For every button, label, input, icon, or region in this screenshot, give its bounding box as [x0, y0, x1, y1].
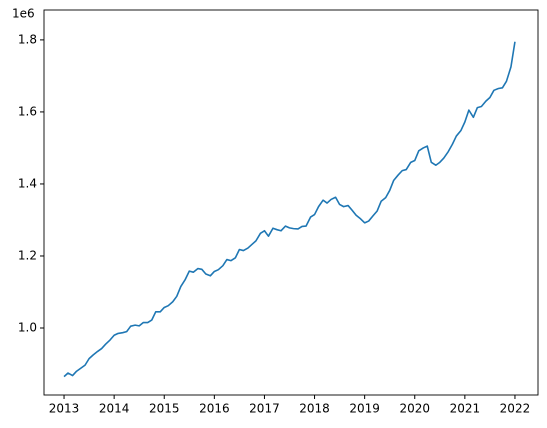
y-tick-label: 1.0 [18, 321, 37, 335]
x-tick-label: 2016 [199, 402, 230, 416]
x-tick-label: 2018 [299, 402, 330, 416]
x-tick-label: 2022 [500, 402, 531, 416]
y-tick-label: 1.2 [18, 248, 37, 262]
y-tick-label: 1.4 [18, 176, 37, 190]
x-tick-label: 2021 [450, 402, 481, 416]
x-tick-label: 2013 [49, 402, 80, 416]
x-tick-label: 2014 [99, 402, 130, 416]
x-tick-label: 2020 [399, 402, 430, 416]
y-tick-label: 1.8 [18, 32, 37, 46]
axes-frame [43, 9, 539, 396]
offset-label: 1e6 [12, 7, 35, 21]
y-tick-label: 1.6 [18, 104, 37, 118]
x-tick-label: 2017 [249, 402, 280, 416]
line-series [63, 41, 516, 378]
x-tick-label: 2019 [349, 402, 380, 416]
x-tick-label: 2015 [149, 402, 180, 416]
